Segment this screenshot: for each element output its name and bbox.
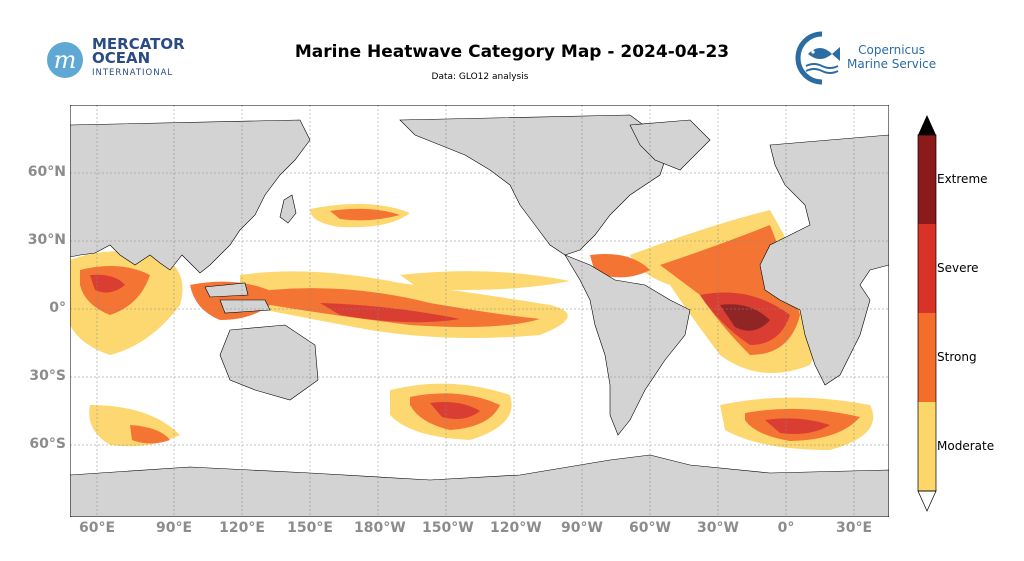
- copernicus-logo: Copernicus Marine Service: [792, 28, 952, 88]
- copernicus-line2: Marine Service: [847, 57, 937, 71]
- lon-tick-label: 120°E: [219, 520, 265, 536]
- lon-tick-label: 90°E: [155, 520, 193, 536]
- lon-tick-label: 120°W: [490, 520, 542, 536]
- lon-tick-label: 90°W: [561, 520, 603, 536]
- map-subtitle: Data: GLO12 analysis: [431, 72, 529, 82]
- lat-tick-label: 30°N: [27, 232, 66, 248]
- mercator-mark-icon: m: [47, 42, 83, 78]
- map-gridlines: [70, 105, 889, 517]
- lon-tick-label: 150°W: [422, 520, 474, 536]
- mercator-line3: INTERNATIONAL: [92, 68, 174, 78]
- copernicus-fish-icon: [795, 31, 840, 85]
- lon-tick-label: 60°W: [629, 520, 671, 536]
- colorbar-category-label: Severe: [937, 260, 979, 275]
- svg-text:m: m: [54, 46, 77, 74]
- lat-tick-label: 60°S: [29, 436, 66, 452]
- colorbar-extend-top: [918, 115, 936, 135]
- lon-tick-label: 30°W: [697, 520, 739, 536]
- category-colorbar: [917, 115, 937, 512]
- lon-tick-label: 180°W: [354, 520, 406, 536]
- heatwave-map: [70, 105, 889, 517]
- mercator-logo: m MERCATOR OCEAN INTERNATIONAL: [45, 36, 205, 84]
- mercator-logo-name: MERCATOR OCEAN: [92, 35, 185, 67]
- lon-tick-label: 150°E: [287, 520, 333, 536]
- lon-tick-label: 0°: [777, 520, 795, 536]
- copernicus-logo-name: Copernicus Marine Service: [847, 43, 936, 71]
- colorbar-segment: [918, 402, 936, 491]
- land-masses: [70, 114, 889, 517]
- colorbar-frame: [917, 134, 937, 492]
- lat-tick-label: 30°S: [29, 368, 66, 384]
- colorbar-category-label: Strong: [937, 349, 977, 364]
- colorbar-category-label: Moderate: [937, 438, 995, 453]
- colorbar-segment: [918, 224, 936, 313]
- lon-tick-label: 30°E: [835, 520, 873, 536]
- colorbar-segment: [918, 135, 936, 224]
- colorbar-segment: [918, 313, 936, 402]
- colorbar-extend-bottom: [917, 490, 937, 512]
- map-title: Marine Heatwave Category Map - 2024-04-2…: [294, 42, 730, 62]
- colorbar-category-label: Extreme: [937, 171, 988, 186]
- lat-tick-label: 0°: [49, 300, 66, 316]
- mercator-line2: OCEAN: [92, 49, 151, 67]
- copernicus-line1: Copernicus: [858, 43, 925, 57]
- mercator-line1: MERCATOR: [92, 35, 185, 53]
- lon-tick-label: 60°E: [78, 520, 116, 536]
- lat-tick-label: 60°N: [27, 164, 66, 180]
- heatwave-areas: [70, 203, 874, 450]
